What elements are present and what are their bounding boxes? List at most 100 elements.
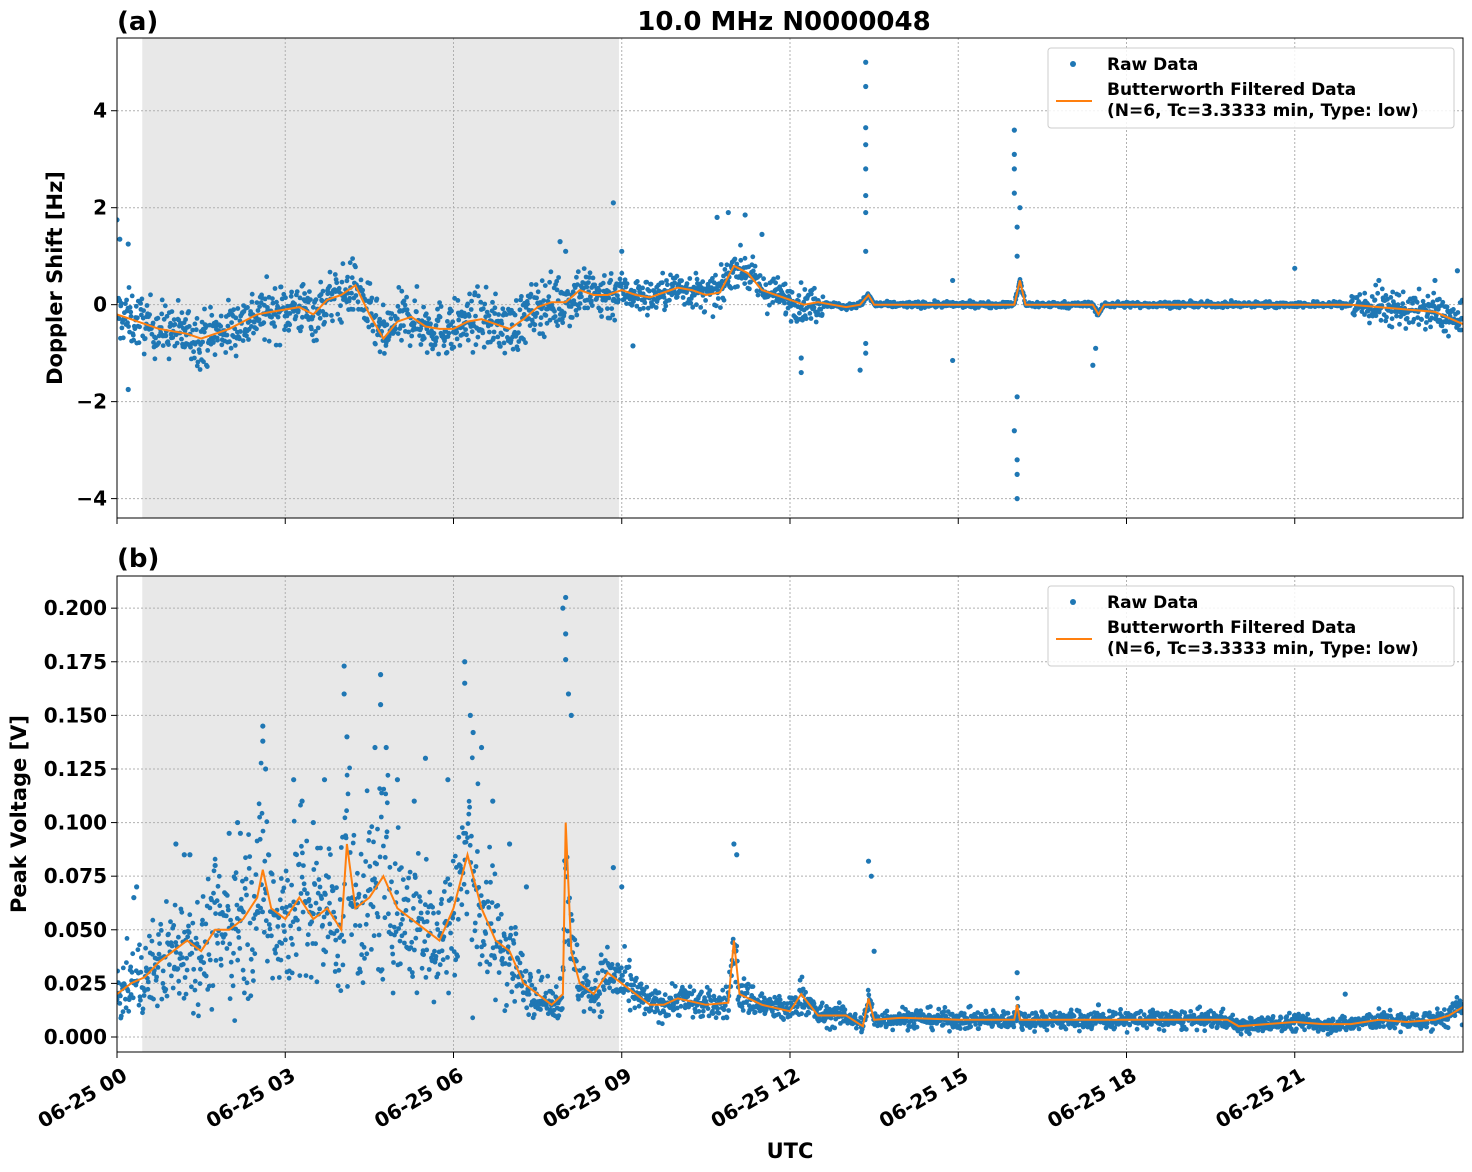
panel-1-raw-point — [424, 947, 430, 953]
panel-1-raw-point — [159, 996, 165, 1002]
panel-0-raw-point — [399, 337, 404, 343]
panel-1-raw-point — [509, 989, 515, 995]
panel-0-raw-point — [584, 297, 590, 303]
panel-1-raw-point — [286, 975, 292, 981]
panel-1-raw-point — [201, 960, 207, 966]
panel-0-raw-point — [407, 343, 413, 349]
panel-0-raw-point — [713, 272, 718, 278]
panel-0-raw-point — [307, 289, 312, 294]
panel-0-raw-point — [694, 302, 699, 308]
panel-1-raw-point — [450, 915, 456, 921]
panel-1-raw-point — [306, 897, 312, 902]
panel-1-raw-point — [278, 876, 284, 881]
panel-1-raw-point — [129, 969, 135, 975]
panel-1-raw-point — [577, 968, 583, 973]
panel-1-raw-point — [947, 1028, 952, 1034]
panel-1-raw-point — [777, 997, 783, 1003]
panel-0-raw-point — [622, 277, 628, 283]
panel-0-raw-point — [118, 300, 124, 306]
panel-1-raw-point — [591, 1008, 597, 1014]
panel-0-raw-outlier-point — [863, 83, 869, 90]
panel-0-raw-point — [182, 344, 188, 350]
panel-1-raw-point — [715, 1006, 721, 1011]
panel-0-raw-point — [441, 343, 447, 349]
panel-0-raw-point — [360, 292, 366, 298]
panel-1-raw-point — [269, 933, 274, 939]
panel-1-raw-point — [313, 941, 318, 947]
panel-0-raw-point — [1369, 294, 1375, 299]
panel-0-raw-point — [615, 293, 620, 298]
panel-1-raw-point — [184, 955, 190, 961]
panel-0-raw-point — [338, 303, 343, 309]
panel-1-raw-point — [1294, 1026, 1299, 1032]
panel-1-raw-point — [1089, 1023, 1095, 1029]
panel-1-raw-point — [149, 938, 155, 944]
panel-0-raw-point — [812, 285, 817, 291]
panel-0-raw-point — [309, 326, 314, 332]
panel-1-raw-point — [377, 854, 383, 860]
panel-1-raw-point — [1202, 1028, 1208, 1034]
panel-1-raw-point — [203, 973, 209, 979]
panel-1-raw-point — [489, 900, 495, 905]
panel-1-raw-point — [387, 864, 393, 870]
panel-1-raw-point — [511, 973, 517, 979]
panel-1-raw-point — [408, 945, 414, 950]
panel-0-raw-point — [406, 329, 411, 335]
panel-1-raw-point — [598, 952, 604, 958]
panel-1-raw-point — [593, 977, 598, 983]
panel-1-raw-point — [497, 945, 503, 950]
panel-1-raw-point — [632, 1005, 638, 1011]
panel-0-raw-point — [597, 288, 602, 294]
panel-1-raw-point — [599, 1009, 605, 1015]
panel-0-raw-point — [702, 309, 708, 314]
panel-1-raw-point — [726, 1008, 731, 1013]
panel-0-raw-point — [435, 318, 441, 324]
panel-1-raw-point — [1183, 1026, 1189, 1032]
panel-1-raw-point — [1197, 1004, 1203, 1010]
panel-1-raw-point — [195, 899, 200, 905]
panel-1-raw-point — [140, 1006, 146, 1012]
panel-1-raw-point — [237, 946, 243, 951]
panel-0-raw-point — [504, 312, 509, 317]
panel-1-raw-point — [253, 926, 259, 931]
panel-0-raw-point — [347, 260, 353, 266]
panel-1-raw-point — [439, 897, 445, 902]
panel-0-raw-point — [516, 339, 522, 344]
panel-0-raw-point — [516, 330, 521, 336]
panel-0-raw-point — [314, 337, 319, 343]
panel-0-raw-point — [1383, 318, 1389, 324]
panel-1-raw-point — [230, 983, 236, 989]
panel-0-raw-point — [141, 351, 147, 357]
panel-1-raw-point — [968, 1024, 974, 1029]
panel-1-raw-point — [1159, 1011, 1165, 1016]
panel-1-raw-point — [241, 976, 247, 982]
panel-1-raw-point — [341, 939, 347, 944]
panel-0-raw-point — [332, 272, 338, 277]
panel-1-raw-point — [770, 1009, 775, 1014]
panel-1-raw-point — [213, 911, 219, 916]
panel-0-raw-point — [715, 296, 721, 301]
panel-1-raw-point — [378, 814, 384, 820]
panel-0-raw-point — [164, 313, 170, 319]
panel-0-raw-point — [1362, 312, 1367, 317]
panel-0-raw-point — [295, 308, 301, 313]
panel-1-raw-point — [492, 871, 498, 877]
panel-0-raw-point — [270, 296, 275, 301]
panel-0-raw-point — [237, 336, 242, 342]
panel-0-raw-point — [151, 340, 156, 345]
panel-0-raw-point — [718, 305, 723, 310]
panel-1-raw-point — [417, 927, 423, 933]
panel-1-raw-point — [700, 1008, 706, 1014]
panel-0-raw-point — [552, 308, 557, 314]
panel-1-raw-point — [210, 983, 216, 989]
panel-1-raw-point — [1118, 1007, 1123, 1012]
panel-0-raw-outlier-point — [1090, 362, 1096, 368]
panel-0-raw-point — [125, 320, 130, 326]
panel-0-raw-point — [223, 350, 229, 355]
panel-1-raw-point — [331, 909, 336, 915]
panel-1-raw-point — [180, 961, 186, 967]
panel-1-raw-point — [696, 1009, 702, 1014]
panel-1-raw-point — [1107, 1008, 1112, 1014]
panel-1-raw-point — [942, 1005, 948, 1010]
panel-1-raw-point — [1166, 1012, 1171, 1018]
